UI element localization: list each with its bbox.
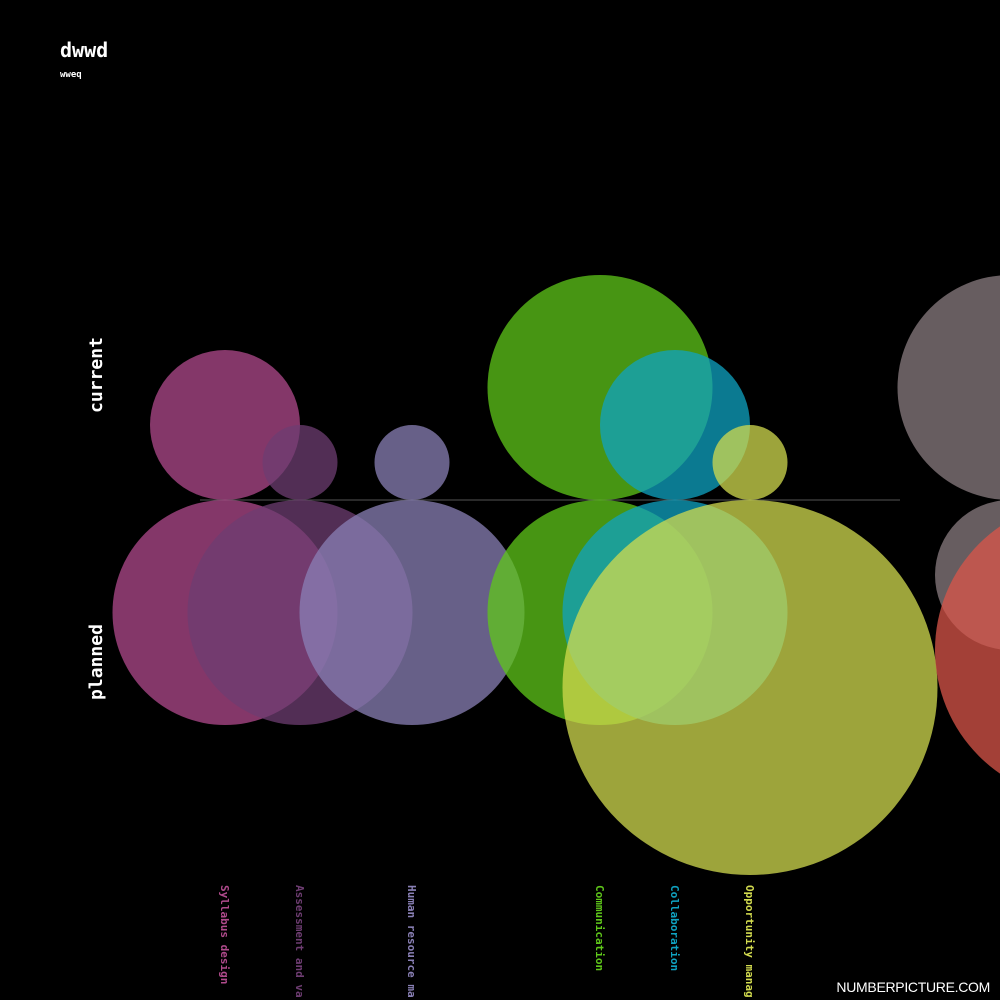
category-label: Assessment and va: [293, 885, 306, 998]
bubble-current: [262, 425, 338, 500]
bubble-planned: [562, 500, 938, 875]
bubble-current: [897, 275, 1000, 500]
bubble-current: [374, 425, 450, 500]
category-label: Collaboration: [668, 885, 681, 971]
category-label: Human resource ma: [405, 885, 418, 998]
category-label: Opportunity manag: [743, 885, 756, 998]
row-label-current: current: [86, 337, 107, 413]
chart-subtitle: wweq: [60, 70, 82, 80]
category-label: Communication: [593, 885, 606, 971]
watermark: NUMBERPICTURE.COM: [836, 979, 990, 995]
row-label-planned: planned: [86, 624, 107, 700]
bubble-current: [712, 425, 788, 500]
category-label: Syllabus design: [218, 885, 231, 984]
bubble-planned: [935, 526, 1000, 774]
chart-title: dwwd: [60, 38, 109, 62]
bubble-planned: [299, 500, 525, 725]
